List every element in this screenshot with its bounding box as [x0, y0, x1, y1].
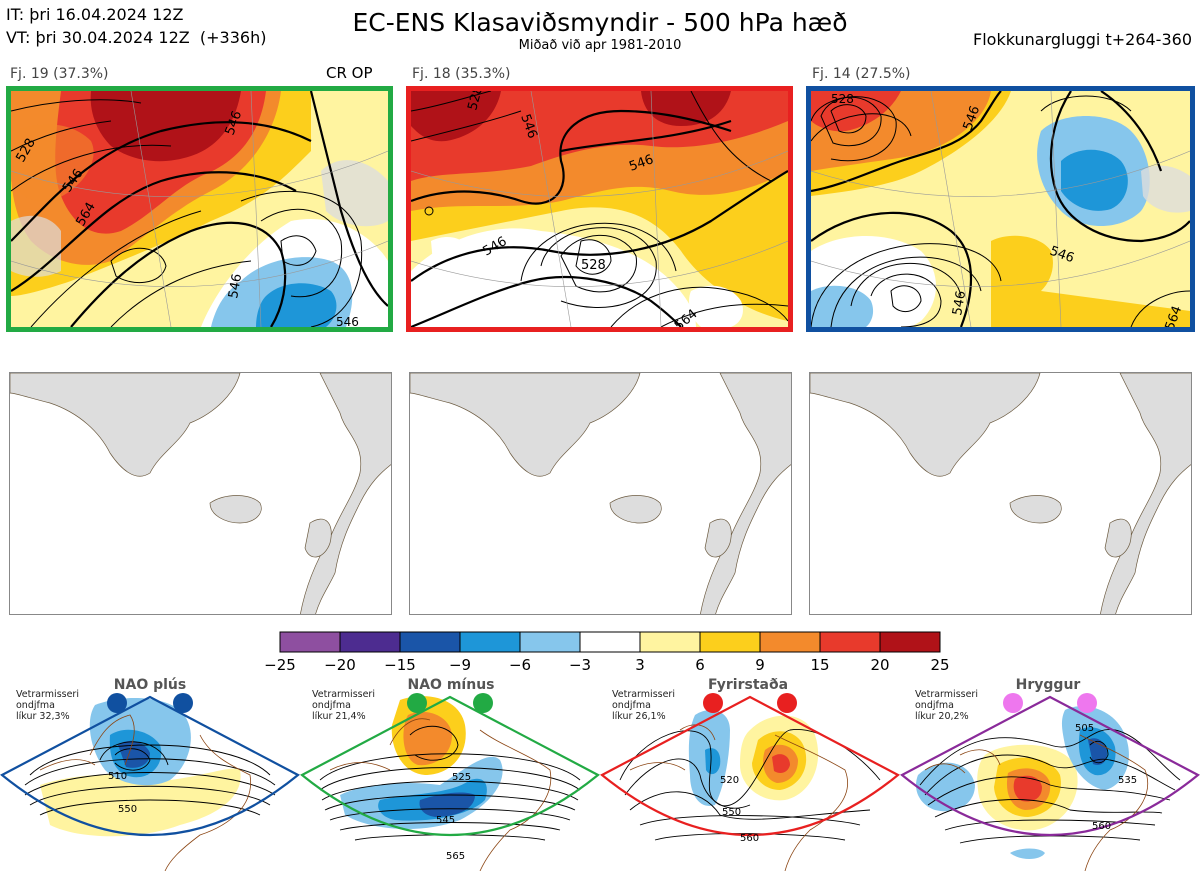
colorbar-tick-label: −9 [448, 656, 472, 674]
cluster-3-contour-label: 546 [950, 290, 969, 317]
colorbar-swatch [519, 631, 581, 653]
cluster-2-contour-label: 528 [581, 258, 606, 273]
regime-3-info: Vetrarmisseri ondjfma líkur 26,1% [612, 689, 675, 722]
colorbar-tick-label: 15 [810, 656, 830, 674]
cluster-3-contour-label: 564 [1163, 304, 1186, 327]
cluster-map-1: 528 546 546 564 546 546 [6, 86, 393, 332]
colorbar-swatch [339, 631, 401, 653]
regime-3-contour: 520 [720, 775, 739, 786]
colorbar-tick-label: −6 [508, 656, 532, 674]
regime-2-contour: 565 [446, 851, 465, 862]
regime-3-contour: 560 [740, 833, 759, 844]
regime-3-contour: 550 [722, 807, 741, 818]
initial-time: IT: þri 16.04.2024 12Z [6, 5, 184, 24]
empty-map-2 [409, 372, 792, 615]
regime-4-info: Vetrarmisseri ondjfma líkur 20,2% [915, 689, 978, 722]
colorbar-tick-label: 6 [695, 656, 705, 674]
cluster-map-2: 528 546 546 528 546 564 [406, 86, 793, 332]
regime-2-contour: 545 [436, 815, 455, 826]
colorbar-swatch [819, 631, 881, 653]
regime-4-contour: 535 [1118, 775, 1137, 786]
colorbar-swatch [579, 631, 641, 653]
colorbar-swatch [879, 631, 941, 653]
classification-window: Flokkunargluggi t+264-360 [973, 30, 1192, 49]
empty-map-1 [9, 372, 392, 615]
empty-map-3 [809, 372, 1192, 615]
colorbar-tick-label: −15 [384, 656, 416, 674]
regime-4-contour: 505 [1075, 723, 1094, 734]
colorbar-swatch [699, 631, 761, 653]
regime-4-contour: 560 [1092, 821, 1111, 832]
regime-panels: 510 550 525 545 565 [0, 693, 1200, 871]
colorbar-tick-label: −20 [324, 656, 356, 674]
regime-4-title: Hryggur [1015, 677, 1081, 693]
colorbar-swatch [639, 631, 701, 653]
cluster-3-label: Fj. 14 (27.5%) [812, 66, 911, 82]
regime-1-contour: 550 [118, 804, 137, 815]
regime-2-info: Vetrarmisseri ondjfma líkur 21,4% [312, 689, 375, 722]
colorbar-tick-label: 25 [930, 656, 950, 674]
cluster-1-tag: CR OP [326, 64, 373, 82]
colorbar-tick-label: −25 [264, 656, 296, 674]
valid-time: VT: þri 30.04.2024 12Z (+336h) [6, 28, 267, 47]
cluster-3-contour-label: 528 [831, 92, 854, 106]
cluster-1-contour-label: 546 [336, 315, 359, 327]
regime-2-contour: 525 [452, 772, 471, 783]
colorbar-swatch [279, 631, 341, 653]
regime-2-title: NAO mínus [407, 677, 495, 693]
regime-1-contour: 510 [108, 771, 127, 782]
regime-1-title: NAO plús [113, 677, 187, 693]
colorbar [279, 631, 941, 653]
regime-1-info: Vetrarmisseri ondjfma líkur 32,3% [16, 689, 79, 722]
cluster-2-contour-label: 528 [465, 91, 486, 112]
page-subtitle: Miðað við apr 1981-2010 [518, 38, 682, 53]
cluster-map-3: 528 546 546 546 564 [806, 86, 1195, 332]
cluster-1-label: Fj. 19 (37.3%) [10, 66, 109, 82]
colorbar-tick-label: 3 [635, 656, 645, 674]
colorbar-swatch [459, 631, 521, 653]
page-title: EC-ENS Klasaviðsmyndir - 500 hPa hæð [352, 8, 848, 37]
regime-3-title: Fyrirstaða [707, 677, 789, 693]
colorbar-swatch [759, 631, 821, 653]
cluster-2-label: Fj. 18 (35.3%) [412, 66, 511, 82]
cluster-1-contour-label: 546 [226, 273, 245, 300]
colorbar-tick-label: 20 [870, 656, 890, 674]
colorbar-tick-label: −3 [568, 656, 592, 674]
colorbar-tick-label: 9 [755, 656, 765, 674]
colorbar-swatch [399, 631, 461, 653]
